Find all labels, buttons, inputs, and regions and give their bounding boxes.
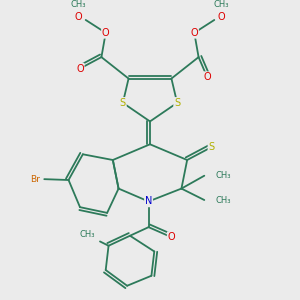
Text: S: S (120, 98, 126, 108)
Text: CH₃: CH₃ (214, 0, 229, 9)
Text: O: O (76, 64, 84, 74)
Text: CH₃: CH₃ (71, 0, 86, 9)
Text: O: O (168, 232, 175, 242)
Text: O: O (218, 12, 225, 22)
Text: O: O (75, 12, 83, 22)
Text: O: O (102, 28, 110, 38)
Text: CH₃: CH₃ (80, 230, 95, 238)
Text: CH₃: CH₃ (215, 196, 231, 205)
Text: Br: Br (30, 175, 40, 184)
Text: O: O (190, 28, 198, 38)
Text: CH₃: CH₃ (215, 171, 231, 180)
Text: S: S (208, 142, 214, 152)
Text: S: S (174, 98, 180, 108)
Text: N: N (145, 196, 152, 206)
Text: O: O (203, 72, 211, 82)
